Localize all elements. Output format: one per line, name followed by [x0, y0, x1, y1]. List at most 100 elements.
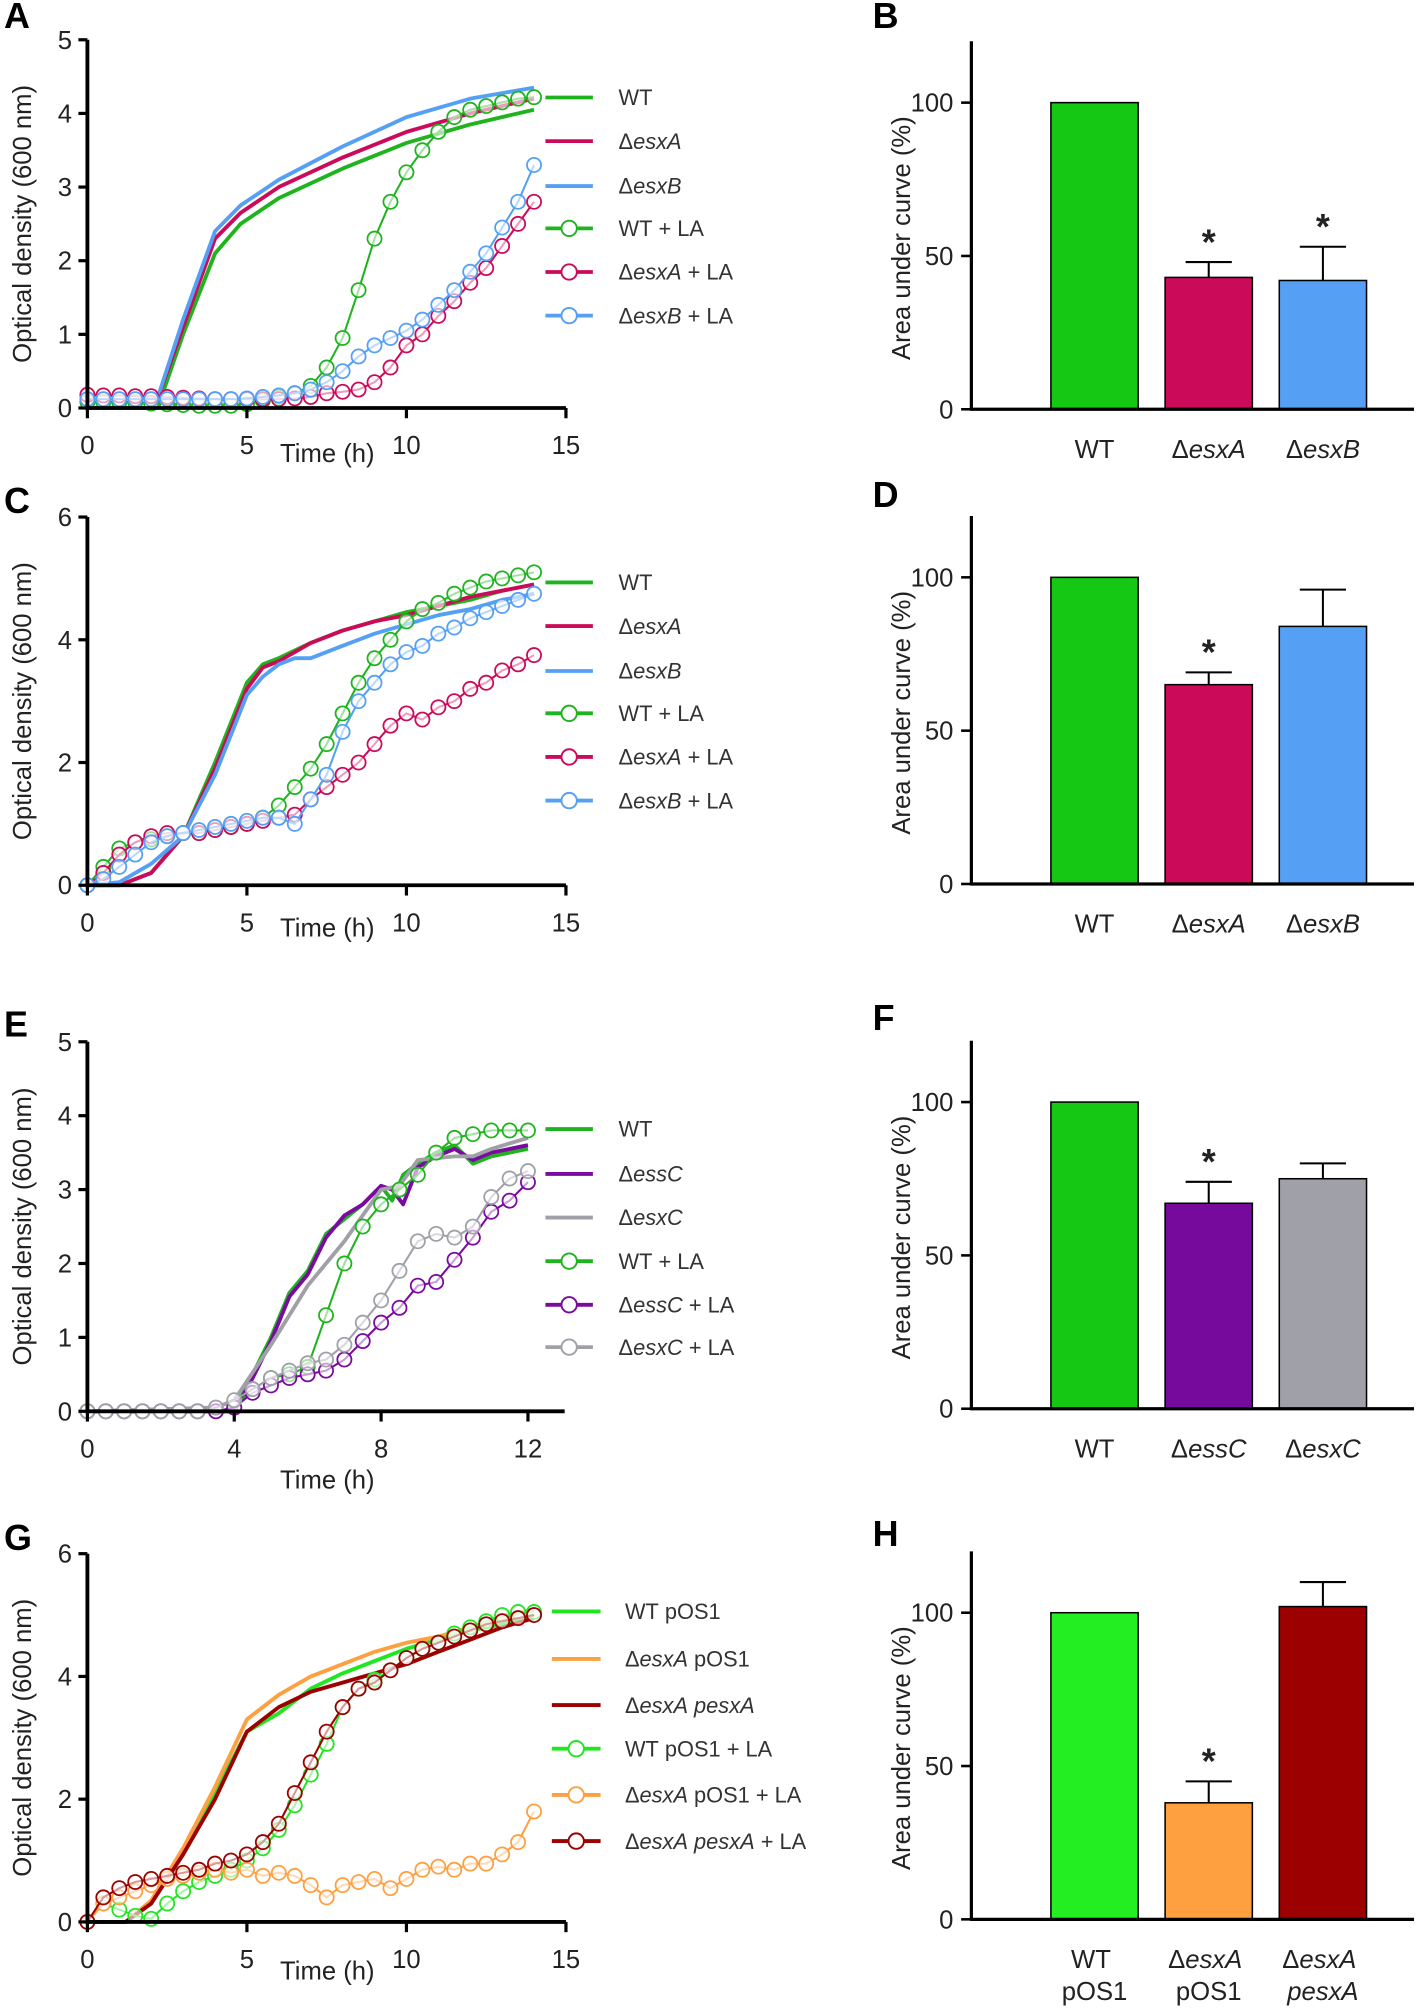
- legend-marker: [567, 1832, 585, 1850]
- data-point: [494, 662, 511, 679]
- legend-marker: [567, 1786, 585, 1804]
- x-tick-label: 15: [552, 432, 581, 460]
- data-point: [366, 230, 383, 247]
- y-tick-label: 6: [58, 1541, 72, 1569]
- data-point: [462, 1622, 479, 1639]
- y-axis-title: Optical density (600 nm): [9, 562, 37, 840]
- data-point: [127, 846, 144, 863]
- panel-label: B: [873, 0, 899, 36]
- data-point: [281, 1362, 298, 1379]
- legend-marker: [560, 1296, 578, 1314]
- panel-label: H: [873, 1513, 899, 1554]
- y-tick-label: 0: [939, 396, 953, 424]
- data-point: [286, 1785, 303, 1801]
- panel-label: D: [873, 474, 899, 515]
- y-tick-label: 100: [911, 1089, 954, 1117]
- y-tick-label: 50: [925, 1753, 954, 1781]
- y-tick-label: 50: [925, 1242, 954, 1270]
- y-tick-label: 0: [58, 872, 72, 900]
- data-point: [382, 359, 399, 376]
- data-point: [334, 1877, 351, 1894]
- data-point: [318, 359, 335, 376]
- data-point: [494, 94, 511, 111]
- y-tick-label: 0: [939, 1396, 953, 1424]
- data-point: [510, 1834, 527, 1851]
- data-point: [409, 1233, 426, 1250]
- data-point: [95, 391, 112, 408]
- bar: [1278, 1605, 1368, 1921]
- x-category-label: ΔesxB: [1286, 911, 1360, 939]
- legend-marker: [560, 791, 578, 810]
- data-point: [446, 619, 463, 636]
- data-point: [446, 1229, 463, 1246]
- data-point: [238, 1861, 255, 1878]
- significance-star: *: [1316, 206, 1330, 247]
- y-axis-title: Optical density (600 nm): [9, 1088, 37, 1366]
- series-line: [87, 107, 535, 410]
- data-point: [494, 570, 511, 587]
- x-category-label: ΔesxA: [1172, 911, 1246, 939]
- data-point: [263, 1370, 279, 1386]
- x-axis-title: Time (h): [280, 915, 375, 943]
- series--esxC-LA: [79, 1163, 536, 1420]
- data-point: [354, 1218, 371, 1235]
- data-point: [334, 383, 351, 400]
- bar: [1050, 101, 1139, 411]
- legend-marker: [560, 1338, 578, 1356]
- data-point: [462, 579, 479, 596]
- y-axis-title: Optical density (600 nm): [9, 85, 37, 363]
- data-point: [302, 760, 319, 777]
- data-point: [336, 1336, 353, 1353]
- data-point: [286, 779, 303, 796]
- data-point: [391, 1299, 408, 1316]
- y-tick-label: 100: [911, 564, 954, 592]
- data-point: [398, 337, 415, 354]
- x-category-label: ΔesxB: [1286, 436, 1360, 464]
- legend-label: ΔesxB: [619, 174, 682, 199]
- data-point: [428, 1144, 445, 1161]
- x-category-label: WT: [1075, 436, 1115, 464]
- data-point: [428, 1274, 445, 1290]
- data-point: [350, 282, 367, 299]
- data-point: [483, 1189, 500, 1205]
- legend-marker: [560, 748, 578, 766]
- data-point: [302, 791, 319, 808]
- data-point: [462, 1855, 479, 1872]
- y-tick-label: 2: [58, 248, 72, 276]
- data-point: [462, 263, 479, 280]
- data-point: [398, 164, 415, 181]
- data-point: [478, 674, 495, 691]
- legend-label: ΔesxA pOS1: [625, 1647, 750, 1672]
- data-point: [526, 585, 542, 602]
- legend-label: WT pOS1 + LA: [625, 1736, 773, 1761]
- y-tick-label: 0: [939, 871, 953, 899]
- data-point: [254, 1867, 271, 1884]
- data-point: [391, 1262, 408, 1279]
- data-point: [409, 1277, 426, 1294]
- y-axis-title: Area under curve (%): [888, 591, 916, 835]
- data-point: [366, 374, 383, 391]
- data-point: [526, 647, 542, 664]
- series-line: [87, 201, 535, 401]
- y-tick-label: 2: [58, 750, 72, 778]
- y-axis-title: Area under curve (%): [888, 116, 916, 360]
- data-point: [382, 656, 399, 673]
- data-point: [446, 585, 463, 602]
- legend-label: ΔessC: [619, 1162, 683, 1187]
- data-point: [519, 1122, 536, 1139]
- data-point: [336, 1351, 353, 1368]
- legend-label: ΔessC + LA: [619, 1292, 735, 1317]
- x-tick-label: 0: [80, 909, 94, 937]
- data-point: [382, 1880, 399, 1897]
- data-point: [191, 1861, 208, 1878]
- data-point: [494, 219, 511, 236]
- data-point: [414, 1640, 431, 1657]
- data-point: [478, 98, 495, 115]
- data-point: [430, 1634, 447, 1651]
- y-tick-label: 6: [58, 504, 72, 532]
- legend-label: WT: [619, 1117, 653, 1142]
- data-point: [510, 591, 527, 608]
- panel-label: E: [4, 1004, 28, 1045]
- data-point: [299, 1355, 316, 1372]
